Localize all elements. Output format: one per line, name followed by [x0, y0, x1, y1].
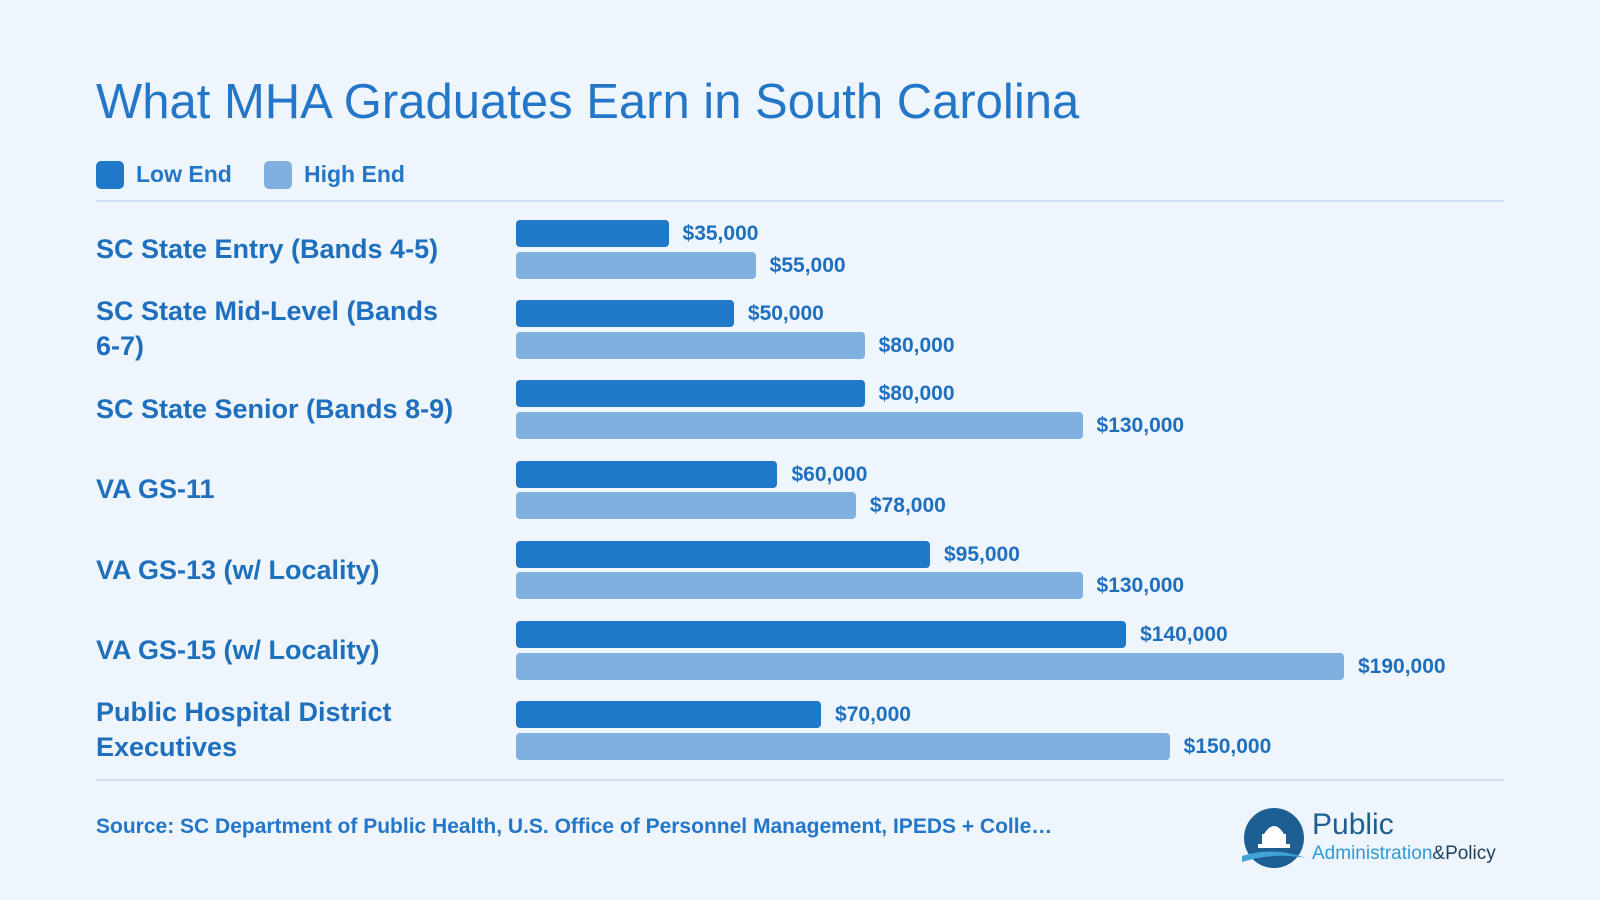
logo: Public Administration&Policy [1242, 808, 1496, 868]
bar [516, 300, 734, 328]
category-label: SC State Mid-Level (Bands 6-7) [96, 296, 439, 362]
logo-wave [1242, 851, 1306, 862]
value-label: $50,000 [747, 302, 824, 326]
logo-text: Administration&Policy [1312, 843, 1496, 864]
value-label: $95,000 [944, 542, 1020, 566]
chart-title: What MHA Graduates Earn in South Carolin… [96, 75, 1080, 129]
legend-label: Low End [136, 161, 232, 187]
value-label: $190,000 [1358, 654, 1446, 678]
legend-label: High End [304, 161, 405, 187]
category-label: VA GS-11 [96, 474, 215, 505]
logo-capitol [1258, 826, 1290, 848]
value-label: $35,000 [682, 222, 759, 245]
bar [516, 412, 1083, 439]
value-label: $80,000 [878, 382, 955, 406]
legend-swatch [96, 161, 124, 189]
value-label: $78,000 [869, 494, 946, 518]
bar [516, 220, 669, 247]
value-label: $140,000 [1140, 623, 1228, 646]
category-label: Public Hospital District Executives [96, 697, 392, 763]
bar [516, 652, 1344, 680]
bar [516, 492, 856, 520]
value-label: $55,000 [769, 253, 846, 277]
category-label: SC State Entry (Bands 4-5) [96, 233, 439, 264]
bar [516, 380, 865, 408]
value-label: $150,000 [1183, 734, 1272, 758]
category-label: SC State Senior (Bands 8-9) [96, 394, 454, 425]
bar [516, 621, 1127, 648]
value-label: $130,000 [1096, 574, 1185, 598]
category-label: VA GS-13 (w/ Locality) [96, 554, 380, 585]
value-label: $60,000 [791, 462, 868, 486]
bar [516, 732, 1170, 760]
value-label: $130,000 [1096, 414, 1185, 437]
divider [96, 779, 1504, 781]
value-label: $80,000 [878, 333, 955, 357]
bar [516, 540, 930, 568]
legend-swatch [264, 161, 292, 189]
logo-text: Administration [1312, 843, 1432, 864]
logo-text: Public [1312, 808, 1394, 841]
bar [516, 251, 756, 279]
value-label: $70,000 [835, 703, 911, 727]
bar [516, 331, 865, 359]
logo-text: &Policy [1432, 843, 1496, 864]
divider [96, 200, 1504, 202]
source: Source: SC Department of Public Health, … [96, 815, 1053, 838]
bar [516, 701, 822, 729]
bar [516, 460, 778, 488]
category-label: VA GS-15 (w/ Locality) [96, 634, 380, 665]
bar [516, 572, 1083, 600]
